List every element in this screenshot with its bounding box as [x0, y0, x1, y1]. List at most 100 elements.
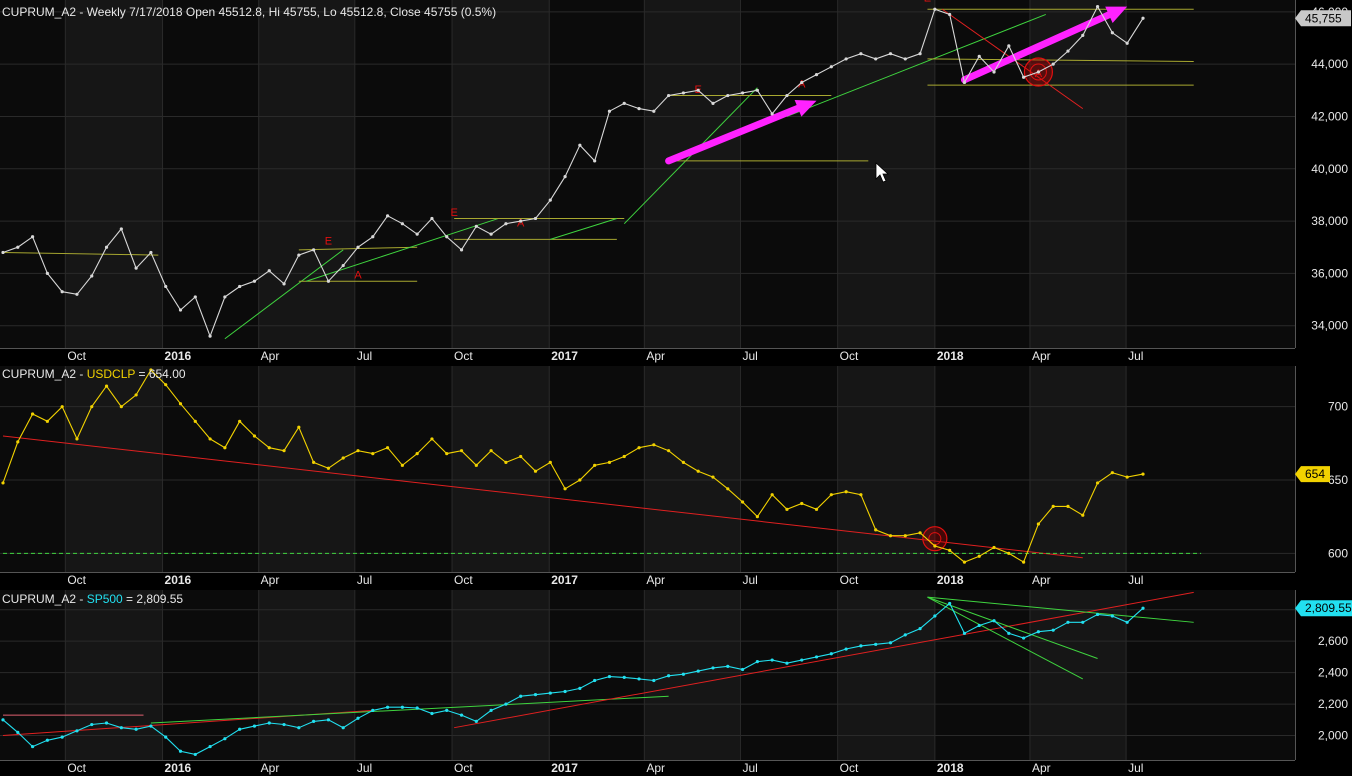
data-point	[933, 614, 937, 618]
data-point	[60, 405, 64, 409]
x-tick-label: Jul	[357, 349, 372, 363]
data-point	[859, 644, 863, 648]
data-point	[1007, 631, 1011, 635]
data-point	[1007, 44, 1011, 48]
data-point	[578, 478, 582, 482]
data-point	[593, 159, 597, 163]
data-point	[1141, 606, 1145, 610]
trend-arrow	[960, 11, 1113, 84]
data-point	[459, 713, 464, 717]
trend-line	[550, 217, 617, 240]
data-point	[918, 531, 922, 535]
plot-band	[549, 366, 645, 572]
data-point	[297, 726, 301, 730]
data-point	[504, 460, 508, 464]
plot-band	[1029, 590, 1127, 760]
data-point	[933, 7, 937, 11]
top-panel-title: CUPRUM_A2 - Weekly 7/17/2018 Open 45512.…	[2, 5, 496, 19]
data-point	[504, 702, 508, 706]
data-point	[134, 727, 138, 731]
data-point	[548, 691, 552, 695]
data-point	[252, 724, 257, 728]
data-point	[1095, 5, 1100, 9]
data-point	[1, 250, 5, 255]
plot-band	[837, 366, 935, 572]
trend-line	[927, 596, 1098, 659]
data-point	[1081, 620, 1085, 624]
data-point	[1051, 62, 1055, 66]
data-point	[1066, 504, 1070, 508]
x-tick-label: Oct	[840, 761, 859, 775]
plot-band	[162, 366, 259, 572]
data-point	[874, 528, 878, 532]
data-point	[977, 54, 981, 58]
plot-band	[452, 0, 550, 348]
time-axis-strip	[0, 348, 1352, 366]
data-point	[637, 107, 641, 111]
data-point	[30, 744, 35, 749]
data-point	[16, 730, 20, 735]
data-point	[948, 548, 952, 553]
data-point	[785, 93, 789, 98]
last-value-tag	[1295, 466, 1330, 483]
last-value-label: 654	[1305, 467, 1325, 481]
x-tick-label: Oct	[454, 761, 473, 775]
data-point	[312, 460, 316, 464]
data-point	[178, 402, 183, 406]
data-point	[800, 658, 804, 662]
trend-line	[454, 591, 1194, 729]
data-point	[1081, 33, 1085, 37]
plot-band	[162, 590, 259, 760]
data-point	[1125, 620, 1129, 624]
data-point	[400, 705, 404, 709]
plot-band	[837, 590, 935, 760]
data-point	[1141, 472, 1145, 476]
plot-band	[644, 590, 741, 760]
data-point	[1110, 31, 1114, 35]
data-point	[75, 292, 79, 296]
data-point	[30, 412, 35, 416]
data-point	[371, 235, 375, 239]
data-point	[90, 405, 94, 409]
x-tick-label: Apr	[261, 573, 280, 587]
data-point	[903, 57, 907, 61]
plot-band	[934, 366, 1030, 572]
data-point	[238, 419, 242, 423]
last-value-label: 2,809.55	[1305, 601, 1352, 615]
data-point	[474, 719, 478, 723]
x-tick-label: Jul	[357, 761, 372, 775]
data-point	[430, 437, 434, 441]
data-point	[829, 493, 833, 497]
data-point	[1141, 16, 1145, 20]
data-point	[164, 735, 168, 739]
data-point	[193, 295, 197, 299]
x-tick-label: Apr	[1032, 573, 1051, 587]
data-point	[90, 722, 94, 727]
y-tick-label: 36,000	[1311, 266, 1348, 280]
plot-band	[354, 366, 453, 572]
data-point	[474, 463, 478, 467]
data-point	[948, 601, 952, 606]
data-point	[445, 452, 449, 456]
data-point	[297, 253, 301, 257]
data-point	[60, 735, 64, 739]
data-point	[430, 711, 434, 716]
level-line	[2, 251, 159, 256]
data-point	[622, 675, 626, 679]
data-point	[208, 744, 212, 749]
data-point	[104, 384, 109, 388]
plot-band	[1126, 0, 1295, 348]
trend-arrow-head	[1105, 6, 1128, 24]
data-point	[385, 705, 390, 709]
data-point	[75, 437, 79, 441]
data-point	[888, 52, 893, 56]
x-tick-label: Jul	[1128, 349, 1143, 363]
data-point	[519, 694, 523, 698]
data-point	[755, 660, 759, 664]
y-tick-label: 34,000	[1311, 319, 1348, 333]
trend-line	[224, 249, 344, 340]
plot-band	[740, 0, 838, 348]
level-line	[927, 58, 1194, 63]
y-tick-label: 40,000	[1311, 162, 1348, 176]
data-point	[652, 109, 656, 113]
